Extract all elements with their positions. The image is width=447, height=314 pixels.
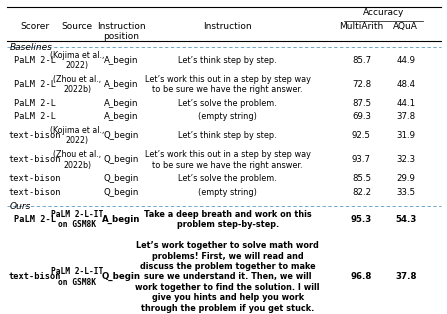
Text: A_begin: A_begin [102, 215, 141, 224]
Text: 85.5: 85.5 [352, 174, 371, 183]
Text: Take a deep breath and work on this
problem step-by-step.: Take a deep breath and work on this prob… [144, 210, 312, 229]
Text: 72.8: 72.8 [352, 80, 371, 89]
Text: Let’s solve the problem.: Let’s solve the problem. [178, 174, 277, 183]
Text: 82.2: 82.2 [352, 188, 371, 197]
Text: Q_begin: Q_begin [104, 131, 139, 140]
Text: (Kojima et al.,
2022): (Kojima et al., 2022) [50, 126, 104, 145]
Text: Q_begin: Q_begin [104, 155, 139, 165]
Text: 37.8: 37.8 [396, 112, 415, 122]
Text: 33.5: 33.5 [396, 188, 415, 197]
Text: 29.9: 29.9 [396, 174, 415, 183]
Text: (empty string): (empty string) [198, 112, 257, 122]
Text: Let’s work together to solve math word
problems! First, we will read and
discuss: Let’s work together to solve math word p… [135, 241, 320, 312]
Text: Let’s work this out in a step by step way
to be sure we have the right answer.: Let’s work this out in a step by step wa… [145, 150, 311, 170]
Text: Q_begin: Q_begin [104, 174, 139, 183]
Text: 32.3: 32.3 [396, 155, 415, 165]
Text: (Zhou et al.,
2022b): (Zhou et al., 2022b) [53, 150, 101, 170]
Text: Let’s think step by step.: Let’s think step by step. [178, 56, 277, 65]
Text: 96.8: 96.8 [351, 272, 372, 281]
Text: AQuA: AQuA [393, 22, 418, 31]
Text: Ours: Ours [9, 202, 31, 211]
Text: 92.5: 92.5 [352, 131, 371, 140]
Text: Q_begin: Q_begin [104, 188, 139, 197]
Text: A_begin: A_begin [104, 80, 139, 89]
Text: 85.7: 85.7 [352, 56, 371, 65]
Text: Q_begin: Q_begin [102, 272, 141, 281]
Text: text-bison: text-bison [8, 174, 61, 183]
Text: Baselines: Baselines [9, 43, 52, 52]
Text: PaLM 2-L: PaLM 2-L [13, 99, 55, 108]
Text: text-bison: text-bison [8, 131, 61, 140]
Text: Source: Source [62, 22, 93, 31]
Text: Let’s work this out in a step by step way
to be sure we have the right answer.: Let’s work this out in a step by step wa… [145, 75, 311, 94]
Text: text-bison: text-bison [8, 188, 61, 197]
Text: PaLM 2-L: PaLM 2-L [13, 112, 55, 122]
Text: Instruction: Instruction [203, 22, 252, 31]
Text: Scorer: Scorer [20, 22, 49, 31]
Text: PaLM 2-L-IT
on GSM8K: PaLM 2-L-IT on GSM8K [51, 267, 103, 287]
Text: (Zhou et al.,
2022b): (Zhou et al., 2022b) [53, 75, 101, 94]
Text: Let’s solve the problem.: Let’s solve the problem. [178, 99, 277, 108]
Text: 48.4: 48.4 [396, 80, 415, 89]
Text: 31.9: 31.9 [396, 131, 415, 140]
Text: A_begin: A_begin [104, 56, 139, 65]
Text: 44.9: 44.9 [396, 56, 415, 65]
Text: Let’s think step by step.: Let’s think step by step. [178, 131, 277, 140]
Text: 69.3: 69.3 [352, 112, 371, 122]
Text: text-bison: text-bison [8, 272, 61, 281]
Text: text-bison: text-bison [8, 155, 61, 165]
Text: PaLM 2-L: PaLM 2-L [13, 215, 55, 224]
Text: 87.5: 87.5 [352, 99, 371, 108]
Text: A_begin: A_begin [104, 99, 139, 108]
Text: PaLM 2-L-IT
on GSM8K: PaLM 2-L-IT on GSM8K [51, 210, 103, 229]
Text: (empty string): (empty string) [198, 188, 257, 197]
Text: 37.8: 37.8 [395, 272, 417, 281]
Text: MultiArith: MultiArith [339, 22, 384, 31]
Text: A_begin: A_begin [104, 112, 139, 122]
Text: 44.1: 44.1 [396, 99, 415, 108]
Text: Instruction
position: Instruction position [97, 22, 146, 41]
Text: 95.3: 95.3 [351, 215, 372, 224]
Text: Accuracy: Accuracy [363, 8, 404, 17]
Text: 93.7: 93.7 [352, 155, 371, 165]
Text: (Kojima et al.,
2022): (Kojima et al., 2022) [50, 51, 104, 70]
Text: PaLM 2-L: PaLM 2-L [13, 80, 55, 89]
Text: 54.3: 54.3 [395, 215, 417, 224]
Text: PaLM 2-L: PaLM 2-L [13, 56, 55, 65]
